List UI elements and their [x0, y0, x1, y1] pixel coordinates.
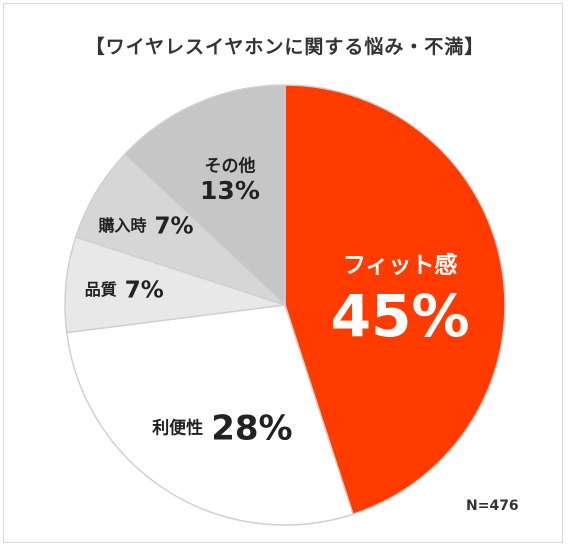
pie-slice: [123, 84, 286, 307]
slice-label: 品質: [85, 280, 117, 299]
slice-value-label: 13%: [200, 176, 260, 205]
slice-label: フィット感: [343, 251, 458, 278]
sample-size-note: N=476: [466, 498, 519, 514]
slice-value-label: 45%: [331, 282, 470, 350]
slice-label-group: 品質 7%: [85, 278, 164, 304]
slice-value-label: 28%: [211, 408, 292, 448]
slice-label-group: 購入時 7%: [98, 214, 194, 240]
slice-value-label: 7%: [155, 214, 194, 240]
slice-label: 利便性: [152, 418, 203, 439]
slice-label: その他: [204, 156, 255, 177]
slice-label-group: フィット感 45%: [331, 251, 470, 350]
slice-label-group: 利便性 28%: [152, 408, 292, 448]
pie-slice: [65, 304, 354, 526]
slice-label: 購入時: [98, 216, 147, 235]
pie-slice: [284, 84, 506, 516]
slice-value-label: 7%: [125, 278, 164, 304]
chart-title: 【ワイヤレスイヤホンに関する悩み・不満】: [85, 36, 485, 58]
